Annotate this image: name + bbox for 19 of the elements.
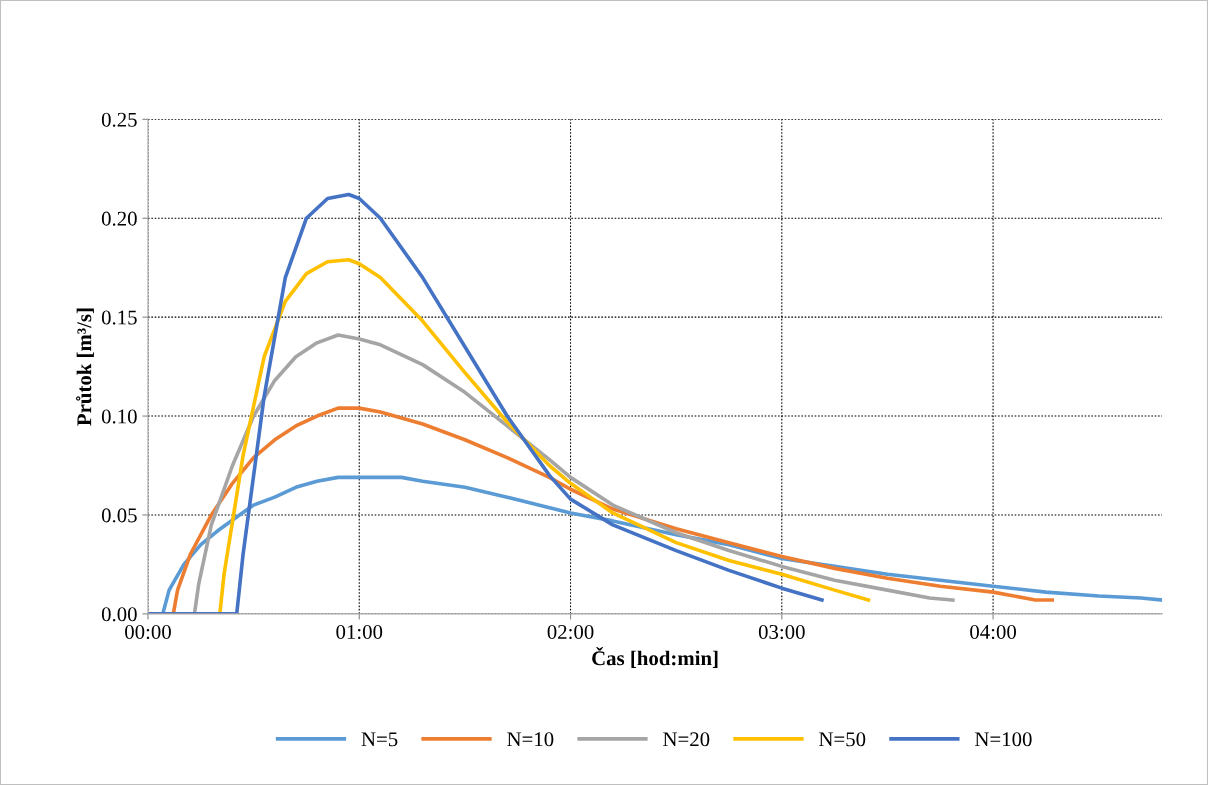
x-axis-title: Čas [hod:min] xyxy=(592,647,718,668)
line-series xyxy=(147,192,824,614)
x-tick-label: 01:00 xyxy=(336,624,383,640)
x-tick-label: 03:00 xyxy=(758,624,805,640)
legend-label: N=5 xyxy=(361,732,398,747)
x-tick-label: 02:00 xyxy=(547,624,594,640)
y-tick-label: 0.00 xyxy=(101,607,137,622)
legend-label: N=20 xyxy=(663,732,710,747)
y-tick-label: 0.15 xyxy=(101,310,137,325)
x-tick-label: 04:00 xyxy=(970,624,1017,640)
legend-label: N=50 xyxy=(819,732,866,747)
y-axis-title: Průtok [m³/s] xyxy=(76,308,94,426)
legend-label: N=10 xyxy=(507,732,554,747)
y-tick-label: 0.05 xyxy=(101,508,137,523)
y-tick-label: 0.10 xyxy=(101,409,137,424)
x-tick-label: 00:00 xyxy=(125,624,171,640)
legend-label: N=100 xyxy=(974,732,1032,747)
y-tick-label: 0.25 xyxy=(101,112,137,127)
y-tick-label: 0.20 xyxy=(101,211,137,226)
